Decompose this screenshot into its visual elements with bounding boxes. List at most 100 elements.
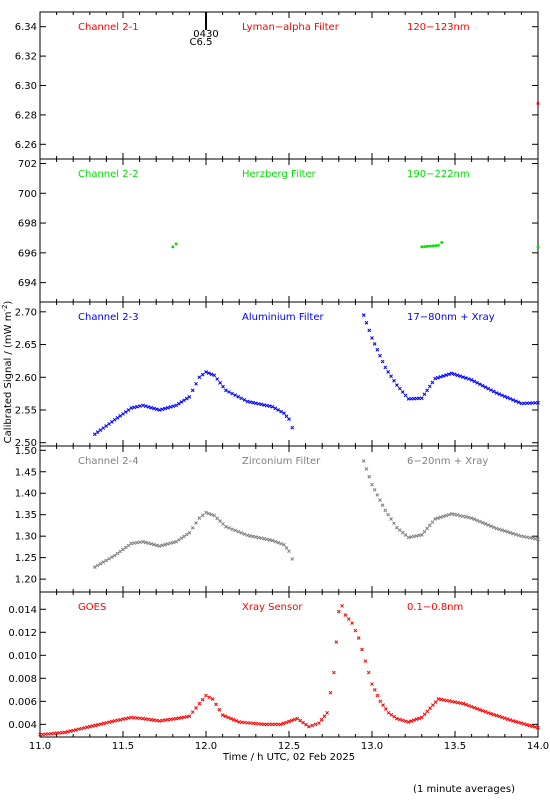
- data-point: [433, 700, 438, 704]
- data-point: [187, 714, 192, 719]
- data-point: [182, 398, 186, 403]
- data-point: [525, 535, 529, 540]
- data-point: [370, 482, 374, 487]
- y-tick-label: 6.26: [15, 140, 37, 151]
- y-tick-label: 6.30: [15, 81, 37, 92]
- data-point: [278, 722, 283, 727]
- data-point: [452, 372, 457, 377]
- data-point: [187, 395, 192, 399]
- data-point: [450, 699, 455, 704]
- data-point: [184, 396, 189, 401]
- data-point: [265, 537, 269, 542]
- y-tick-label: 0.008: [8, 674, 37, 685]
- data-point: [179, 536, 184, 541]
- data-point: [253, 721, 258, 726]
- data-point: [157, 408, 162, 412]
- data-point: [200, 372, 205, 377]
- panel-label: 6−20nm + Xray: [407, 456, 488, 467]
- data-point: [79, 726, 84, 731]
- data-point: [366, 670, 371, 675]
- data-point: [253, 535, 258, 539]
- panel-3: 2.50 2.55 2.60 2.65 2.70 Channel 2-3 Aluminium…: [15, 301, 540, 449]
- data-point: [287, 549, 291, 554]
- data-point: [383, 707, 388, 711]
- data-point: [363, 659, 368, 663]
- data-point: [483, 385, 488, 390]
- panel-frame: [39, 158, 539, 303]
- data-point: [403, 533, 408, 537]
- data-point: [400, 718, 405, 723]
- data-point: [346, 617, 351, 621]
- data-point: [289, 718, 294, 723]
- data-point: [152, 542, 156, 547]
- data-point: [409, 719, 414, 723]
- data-point: [218, 519, 222, 524]
- data-point: [194, 705, 198, 710]
- data-point: [43, 732, 48, 737]
- data-point: [466, 515, 471, 520]
- data-point: [163, 406, 167, 411]
- data-point: [386, 710, 391, 715]
- data-point: [505, 717, 510, 721]
- data-point: [157, 544, 162, 548]
- data-point: [361, 459, 366, 463]
- data-point: [435, 516, 440, 520]
- data-point: [227, 526, 231, 530]
- data-point: [403, 719, 408, 724]
- data-point: [438, 374, 443, 379]
- data-point: [107, 720, 112, 725]
- data-point: [259, 722, 264, 726]
- data-point: [163, 542, 167, 547]
- data-point: [522, 722, 527, 726]
- data-point: [95, 430, 100, 435]
- data-point: [218, 380, 222, 385]
- data-point: [444, 373, 449, 377]
- data-point: [92, 432, 97, 437]
- data-point: [149, 405, 154, 410]
- data-point: [149, 542, 154, 546]
- y-tick-label: 1.35: [15, 510, 37, 521]
- data-point: [411, 718, 416, 723]
- y-tick-label: 1.20: [15, 575, 37, 586]
- data-point: [210, 697, 215, 701]
- data-point: [267, 538, 272, 542]
- data-point: [480, 708, 485, 713]
- data-point: [165, 542, 170, 546]
- data-point: [516, 533, 521, 538]
- data-point: [71, 728, 76, 733]
- y-tick-label: 6.34: [15, 22, 37, 33]
- data-point: [179, 400, 184, 404]
- data-point: [176, 538, 181, 542]
- data-point: [461, 375, 465, 379]
- data-point: [426, 245, 429, 248]
- data-point: [160, 718, 165, 723]
- data-series: [171, 241, 540, 249]
- panel-label: Channel 2-3: [78, 312, 139, 323]
- panel-1: 6.26 6.28 6.30 6.32 6.34 Channel 2-1 Lyman−alp…: [15, 11, 540, 160]
- data-point: [486, 710, 491, 715]
- data-point: [441, 514, 446, 519]
- data-point: [112, 417, 117, 422]
- x-tick-label: 11.5: [112, 741, 134, 752]
- data-point: [138, 404, 142, 408]
- data-point: [317, 721, 321, 726]
- data-point: [472, 379, 477, 384]
- data-series: [92, 459, 540, 569]
- data-point: [431, 244, 435, 248]
- data-point: [380, 359, 385, 364]
- data-point: [486, 523, 491, 527]
- data-point: [234, 719, 239, 723]
- data-point: [419, 715, 424, 720]
- data-point: [505, 530, 510, 534]
- data-point: [304, 722, 308, 727]
- data-point: [267, 722, 272, 727]
- data-point: [190, 526, 195, 530]
- data-point: [406, 720, 411, 724]
- panel-label: Zirconium Filter: [242, 456, 321, 467]
- data-point: [409, 535, 414, 539]
- data-point: [290, 557, 295, 561]
- y-tick-label: 0.014: [8, 605, 37, 616]
- data-point: [444, 513, 449, 518]
- data-point: [129, 406, 134, 410]
- data-point: [163, 718, 167, 722]
